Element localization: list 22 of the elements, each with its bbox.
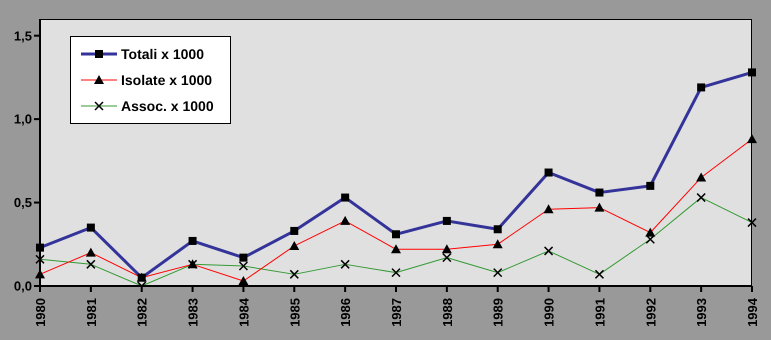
x-tick-label: 1985: [287, 298, 302, 327]
x-tick-label: 1986: [338, 298, 354, 327]
x-tick-label: 1980: [33, 298, 48, 327]
y-tick-label: 1,0: [14, 112, 32, 127]
x-tick-label: 1982: [134, 298, 150, 327]
x-tick-label: 1984: [236, 297, 252, 327]
legend-label: Isolate x 1000: [121, 72, 212, 88]
x-tick-label: 1988: [440, 298, 455, 327]
x-tick-label: 1990: [542, 298, 557, 327]
x-tick-label: 1981: [84, 298, 99, 327]
legend-label: Totali x 1000: [121, 46, 204, 62]
x-tick-label: 1994: [745, 297, 760, 327]
x-tick-label: 1983: [186, 298, 201, 327]
x-tick-label: 1992: [643, 298, 658, 327]
x-tick-label: 1989: [490, 298, 506, 327]
y-tick-label: 0,0: [14, 278, 32, 294]
x-tick-label: 1991: [592, 298, 608, 327]
legend-label: Assoc. x 1000: [121, 98, 214, 114]
y-tick-label: 1,5: [14, 28, 32, 44]
x-tick-label: 1993: [694, 298, 710, 327]
x-tick-label: 1987: [389, 298, 404, 327]
y-tick-label: 0,5: [14, 195, 32, 210]
